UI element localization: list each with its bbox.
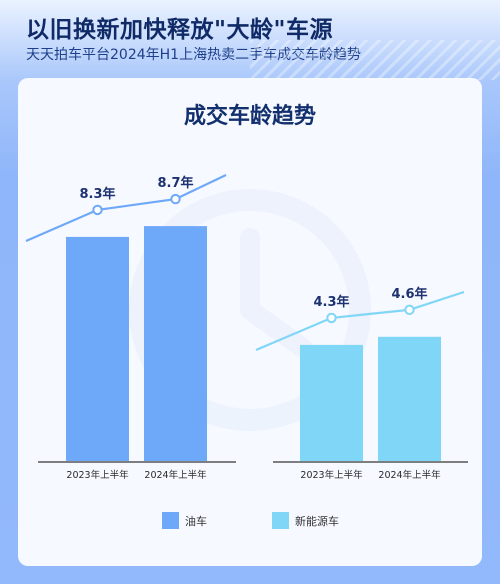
data-label-ev-1: 4.3年	[313, 294, 349, 310]
chart-card: 成交车龄趋势 2023年上半年 8.3年 2024年上半年 8.7年 油车 2023年上半…	[18, 78, 482, 566]
data-label-oil-1: 8.3年	[79, 186, 115, 202]
bar-ev-2	[378, 336, 441, 461]
bar-oil-2	[144, 226, 207, 461]
data-label-oil-2: 8.7年	[157, 175, 193, 191]
bar-ev-1	[300, 344, 363, 461]
legend-label-oil: 油车	[185, 514, 207, 528]
point-ev-2	[404, 304, 415, 316]
tick-label-ev-2: 2024年上半年	[378, 469, 441, 481]
trend-line-oil	[25, 174, 227, 243]
chart-title: 成交车龄趋势	[184, 103, 316, 129]
data-label-ev-2: 4.6年	[391, 286, 427, 302]
tick-label-ev-1: 2023年上半年	[300, 469, 363, 481]
bar-oil-1	[66, 236, 129, 461]
point-ev-1	[326, 312, 337, 324]
clock-watermark-icon	[129, 189, 371, 431]
point-oil-1	[92, 204, 103, 216]
trend-line-ev	[255, 290, 465, 352]
page-subtitle: 天天拍车平台2024年H1上海热卖二手车成交车龄趋势	[26, 47, 362, 63]
tick-label-oil-1: 2023年上半年	[66, 469, 129, 481]
legend-swatch-ev	[272, 512, 289, 529]
point-oil-2	[170, 193, 181, 205]
decorative-stripes	[250, 40, 500, 80]
legend-swatch-oil	[162, 512, 179, 529]
tick-label-oil-2: 2024年上半年	[144, 469, 207, 481]
page-title: 以旧换新加快释放"大龄"车源	[26, 17, 333, 43]
legend-label-ev: 新能源车	[295, 514, 339, 528]
chart-svg: 成交车龄趋势 2023年上半年8.3年2024年上半年8.7年油车2023年上半…	[25, 103, 468, 529]
